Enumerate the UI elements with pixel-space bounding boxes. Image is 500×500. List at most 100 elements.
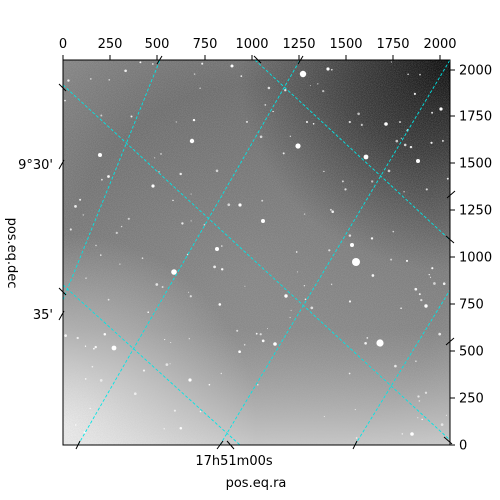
star	[439, 107, 443, 111]
top-tick: 750	[193, 37, 218, 60]
top-tick: 0	[59, 37, 67, 60]
top-tick: 1000	[235, 37, 269, 60]
star	[160, 153, 162, 155]
star	[261, 199, 264, 202]
star	[172, 199, 174, 202]
star	[230, 64, 234, 68]
star	[401, 433, 404, 435]
star	[213, 265, 216, 269]
star	[142, 369, 146, 372]
world-ticks: 9°30' 35' 17h51m00s	[18, 55, 456, 469]
star	[115, 231, 118, 235]
star	[179, 426, 183, 430]
star	[79, 198, 82, 201]
top-tick-label: 1000	[235, 37, 268, 52]
star	[328, 249, 331, 252]
star	[289, 135, 292, 138]
right-tick-label: 1250	[459, 204, 492, 219]
plot-frame	[62, 59, 451, 446]
right-tick-label: 2000	[459, 64, 492, 79]
right-tick-label: 1750	[459, 110, 492, 125]
star	[331, 210, 334, 213]
star	[303, 213, 306, 215]
star	[438, 332, 442, 336]
star	[199, 87, 201, 89]
star	[127, 217, 130, 220]
right-tick: 750	[450, 298, 484, 313]
star	[267, 86, 271, 90]
star	[190, 193, 192, 195]
grid-line	[63, 84, 450, 441]
star	[350, 243, 354, 247]
star	[282, 152, 285, 155]
star	[312, 123, 315, 125]
star	[403, 190, 405, 193]
star	[433, 282, 436, 285]
star	[111, 345, 117, 351]
star	[371, 274, 375, 277]
right-tick: 1500	[450, 157, 492, 172]
star	[107, 175, 110, 178]
star	[405, 259, 409, 262]
star	[309, 85, 311, 87]
dec-tick-label: 9°30'	[18, 158, 53, 173]
star	[431, 267, 434, 270]
star	[193, 73, 196, 75]
star	[261, 219, 265, 223]
star	[93, 347, 95, 350]
y-axis-label: pos.eq.dec	[4, 218, 19, 289]
star	[257, 384, 259, 386]
star	[130, 115, 133, 118]
star	[323, 416, 325, 418]
star	[387, 169, 391, 173]
star	[220, 268, 224, 271]
star	[306, 121, 308, 123]
star	[74, 205, 77, 208]
star	[107, 298, 110, 301]
star	[90, 78, 92, 80]
star	[99, 379, 103, 382]
star	[259, 135, 263, 139]
star	[84, 345, 87, 347]
star	[348, 300, 352, 303]
star	[322, 89, 325, 93]
star	[120, 225, 123, 228]
star	[295, 143, 301, 149]
top-tick: 250	[98, 37, 122, 60]
star	[261, 339, 265, 343]
star	[84, 378, 87, 380]
star	[284, 294, 288, 298]
star	[400, 307, 402, 310]
star	[154, 157, 156, 159]
star	[215, 169, 219, 173]
top-tick-label: 750	[193, 37, 218, 52]
star	[425, 188, 428, 191]
star	[171, 269, 177, 275]
star	[85, 277, 87, 279]
star	[188, 291, 190, 293]
star	[173, 409, 176, 412]
star	[414, 287, 418, 291]
star	[64, 334, 67, 337]
star	[76, 336, 79, 340]
star	[441, 139, 444, 142]
star	[101, 178, 103, 181]
star	[421, 418, 423, 421]
star	[429, 276, 432, 278]
star	[151, 63, 154, 65]
star	[431, 111, 434, 114]
star	[304, 298, 307, 301]
star	[189, 295, 192, 298]
star	[82, 214, 84, 216]
star	[155, 283, 159, 286]
top-tick-label: 1500	[329, 37, 362, 52]
star	[100, 114, 103, 117]
right-tick: 2000	[450, 64, 492, 79]
right-tick-label: 250	[459, 392, 484, 407]
top-tick-label: 2000	[423, 37, 456, 52]
top-tick: 1500	[329, 37, 363, 60]
star	[243, 344, 246, 346]
top-tick: 2000	[423, 37, 457, 60]
star	[409, 145, 413, 149]
